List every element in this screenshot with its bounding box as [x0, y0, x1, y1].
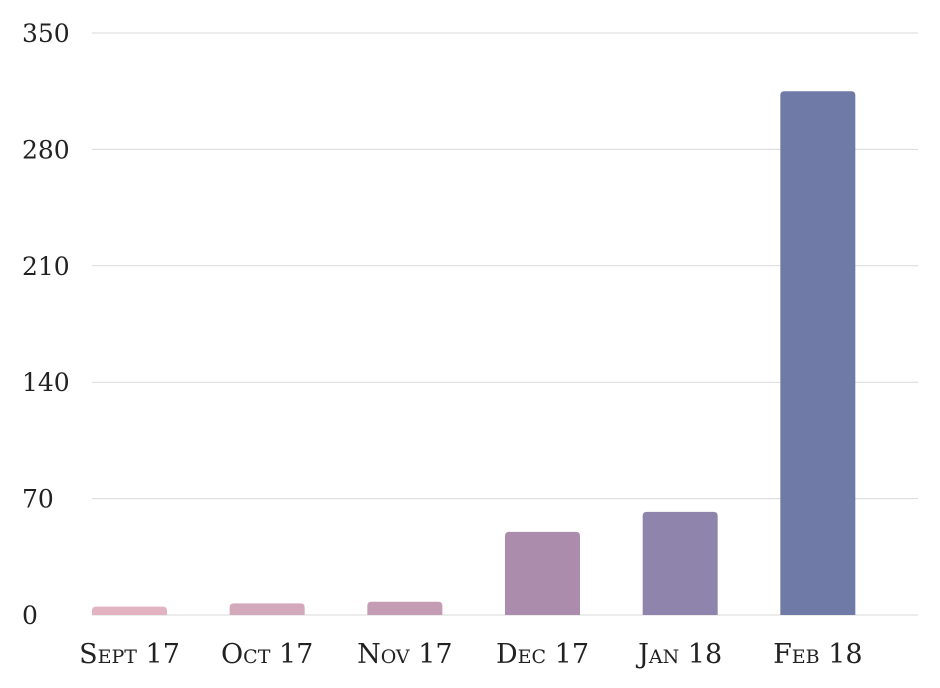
bar-layer	[92, 91, 856, 615]
y-tick-label: 210	[22, 252, 70, 281]
bar	[367, 601, 443, 615]
x-tick-label: Jan 18	[635, 639, 722, 670]
y-axis: 0 70 140 210 280 350	[22, 19, 70, 630]
bar	[92, 606, 167, 615]
y-tick-label: 140	[22, 368, 70, 397]
x-tick-label: Sept 17	[79, 639, 180, 670]
bar	[780, 91, 856, 615]
bar	[642, 511, 718, 615]
y-tick-label: 70	[22, 485, 54, 514]
x-tick-label: Oct 17	[221, 639, 313, 670]
x-tick-label: Dec 17	[496, 639, 589, 670]
y-tick-label: 0	[22, 601, 38, 630]
x-axis: Sept 17 Oct 17 Nov 17 Dec 17 Jan 18 Feb 18	[79, 639, 862, 670]
x-tick-label: Feb 18	[773, 639, 863, 670]
y-tick-label: 350	[22, 19, 70, 48]
bar	[505, 531, 580, 615]
y-tick-label: 280	[22, 135, 70, 164]
x-tick-label: Nov 17	[357, 639, 453, 670]
bar	[229, 603, 305, 615]
